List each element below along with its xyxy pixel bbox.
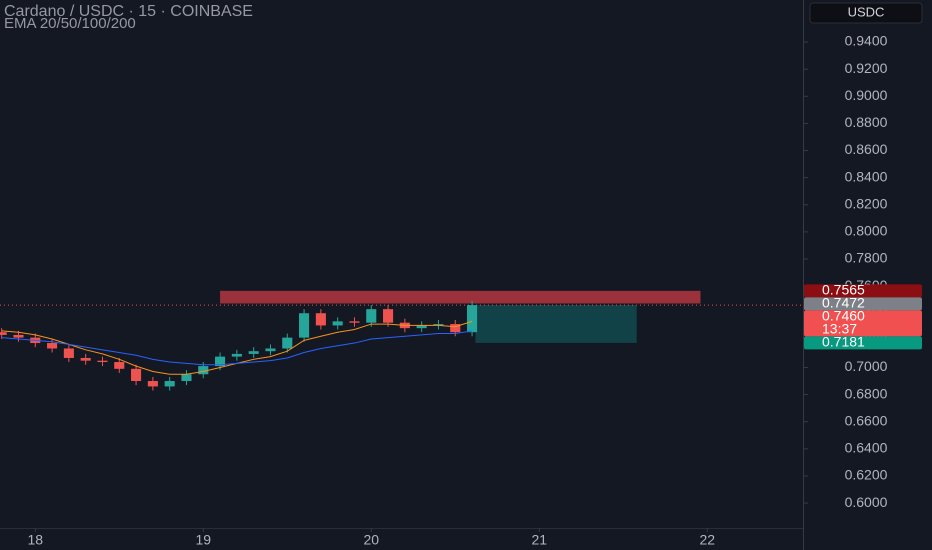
y-tick-label: 0.7000	[845, 358, 888, 374]
y-tick-label: 0.6600	[845, 412, 888, 428]
price-label-box	[804, 284, 922, 298]
candle-body	[282, 337, 293, 349]
candle-body	[416, 325, 427, 329]
candle-body	[248, 351, 259, 354]
candle-body	[97, 360, 108, 363]
ema-line	[1, 330, 473, 366]
x-tick-label: 21	[531, 532, 547, 548]
x-tick-label: 18	[27, 532, 43, 548]
y-tick-label: 0.9200	[845, 60, 888, 76]
candle-body	[80, 357, 91, 361]
y-tick-label: 0.8600	[845, 141, 888, 157]
candle-body	[13, 334, 24, 338]
price-label-box	[804, 336, 922, 350]
candle-body	[315, 313, 326, 326]
y-tick-label: 0.9000	[845, 87, 888, 103]
currency-button[interactable]	[809, 2, 923, 24]
y-tick-label: 0.7800	[845, 250, 888, 266]
y-tick-label: 0.6000	[845, 494, 888, 510]
candle-body	[131, 368, 142, 382]
chart-title: Cardano / USDC · 15 · COINBASE	[4, 3, 253, 20]
candle-body	[114, 362, 125, 369]
candle-body	[164, 381, 175, 387]
y-tick-label: 0.9400	[845, 33, 888, 49]
candle-body	[147, 381, 158, 387]
candle-body	[63, 348, 74, 358]
zone	[475, 305, 637, 343]
candle-body	[366, 309, 377, 323]
candle-body	[215, 356, 226, 367]
y-tick-label: 0.6400	[845, 440, 888, 456]
candle-body	[349, 321, 360, 323]
price-label: 0.7460	[822, 308, 865, 324]
candle-body	[181, 374, 192, 382]
candle-body	[299, 313, 310, 338]
x-tick-label: 20	[363, 532, 379, 548]
price-label-box	[804, 310, 922, 337]
candle-body	[198, 366, 209, 375]
y-tick-label: 0.6200	[845, 467, 888, 483]
price-label-box	[804, 297, 922, 311]
price-label: 0.7181	[822, 334, 865, 350]
candle-body	[231, 353, 242, 357]
zone	[220, 290, 701, 304]
candle-body	[450, 324, 461, 333]
candle-body	[265, 348, 276, 352]
candle-body	[433, 324, 444, 326]
candle-body	[0, 332, 7, 335]
countdown: 13:37	[822, 321, 857, 337]
y-tick-label: 0.8800	[845, 114, 888, 130]
candle-body	[467, 305, 478, 333]
currency-label: USDC	[848, 4, 885, 19]
x-tick-label: 22	[699, 532, 715, 548]
candle-body	[383, 309, 394, 323]
candle-body	[332, 321, 343, 326]
price-label: 0.7565	[822, 282, 865, 298]
y-tick-label: 0.8000	[845, 223, 888, 239]
candle-body	[47, 343, 58, 349]
y-tick-label: 0.8400	[845, 168, 888, 184]
y-tick-label: 0.8200	[845, 195, 888, 211]
price-label: 0.7472	[822, 295, 865, 311]
x-tick-label: 19	[195, 532, 211, 548]
indicator-label: EMA 20/50/100/200	[4, 15, 136, 32]
y-tick-label: 0.6800	[845, 385, 888, 401]
